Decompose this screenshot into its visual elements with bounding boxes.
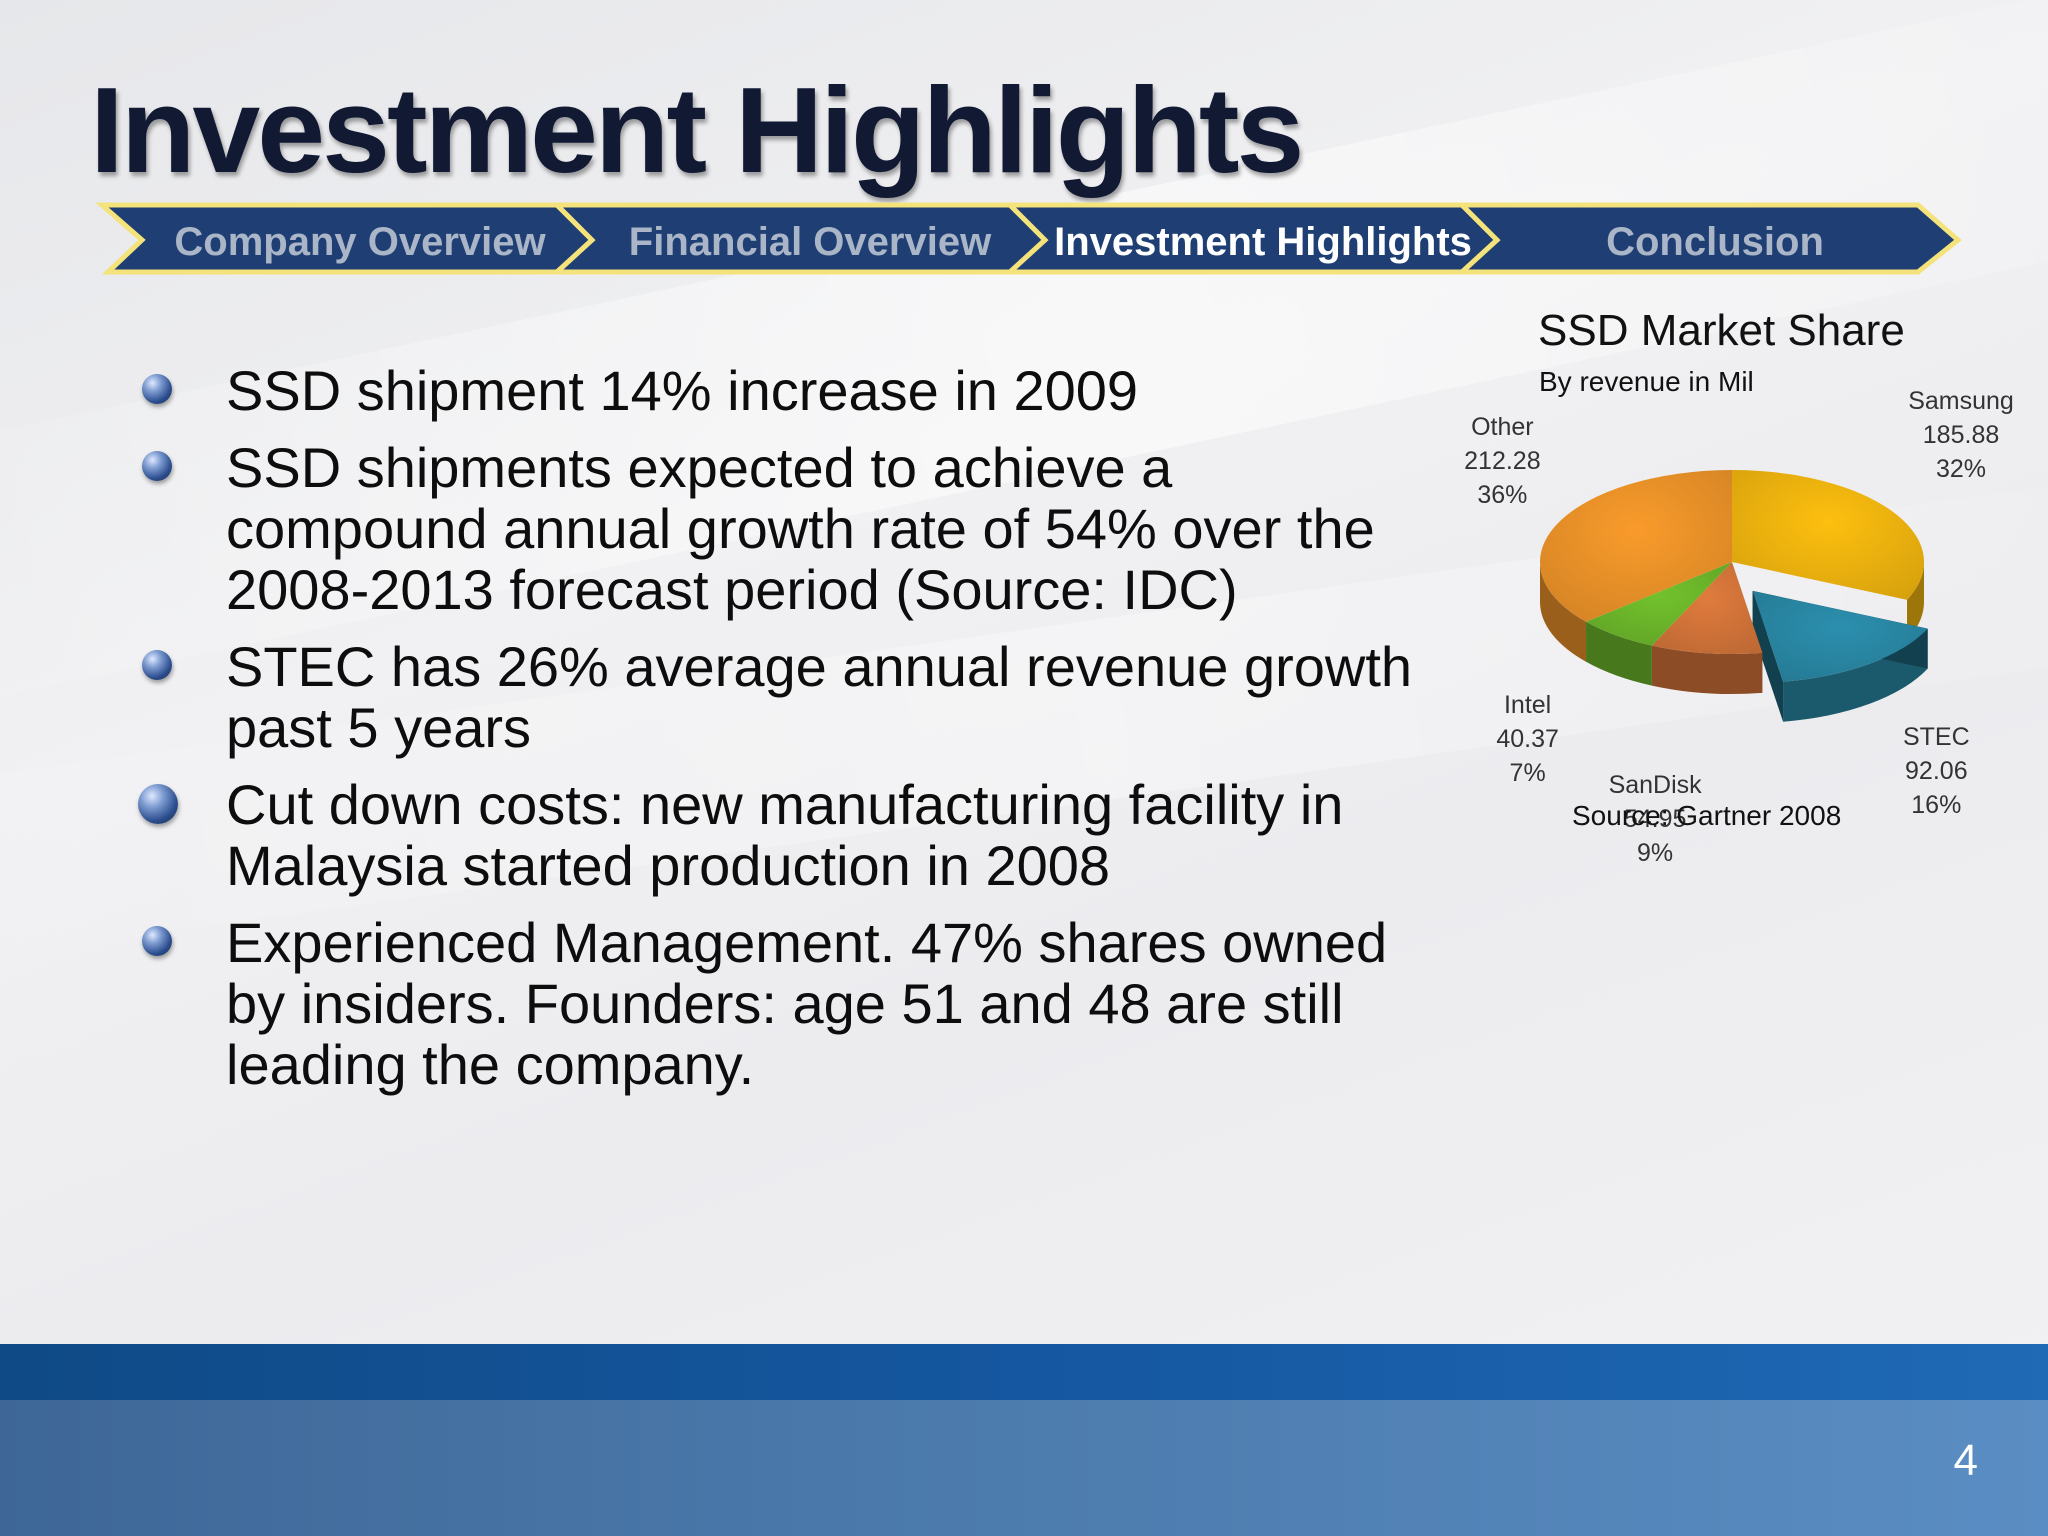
pie-label-name: SanDisk bbox=[1608, 771, 1702, 800]
footer-stripe bbox=[0, 1344, 2048, 1400]
bullet-orb-icon bbox=[142, 451, 172, 481]
nav-chevron-bar bbox=[95, 202, 1962, 275]
bullet-orb-icon bbox=[142, 374, 172, 404]
pie-label-percent: 7% bbox=[1509, 758, 1546, 787]
pie-slice-samsung bbox=[1732, 470, 1924, 600]
bullet-item: SSD shipment 14% increase in 2009 bbox=[140, 360, 1440, 421]
pie-label-other: Other 212.28 36% bbox=[1432, 410, 1572, 512]
bullet-text: Cut down costs: new manufacturing facili… bbox=[226, 773, 1344, 897]
tab-financial-overview[interactable]: Financial Overview bbox=[628, 220, 992, 264]
pie-side-samsung bbox=[1907, 562, 1924, 640]
chart-title: SSD Market Share bbox=[1538, 306, 1905, 355]
pie-label-name: Intel bbox=[1503, 690, 1552, 719]
pie-label-value: 54.95 bbox=[1623, 805, 1687, 834]
pie-label-name: Other bbox=[1471, 412, 1534, 441]
bullet-list: SSD shipment 14% increase in 2009 SSD sh… bbox=[138, 360, 1440, 1111]
pie-label-sandisk: SanDisk 54.95 9% bbox=[1585, 768, 1725, 870]
pie-label-name: Samsung bbox=[1908, 386, 2014, 415]
pie-side-other bbox=[1540, 562, 1587, 662]
tab-investment-highlights[interactable]: Investment Highlights bbox=[1054, 220, 1472, 264]
bullet-orb-icon bbox=[138, 784, 178, 824]
market-share-chart: SSD Market Share By revenue in Mil Samsu… bbox=[1420, 300, 2031, 867]
pie-label-percent: 36% bbox=[1477, 480, 1528, 509]
pie-wall-stec-1 bbox=[1752, 590, 1784, 722]
pie-slice-other bbox=[1540, 470, 1732, 622]
slide-title: Investment Highlights bbox=[90, 62, 1304, 198]
pie-label-percent: 16% bbox=[1911, 790, 1962, 819]
pie-label-value: 185.88 bbox=[1922, 420, 2000, 449]
pie-label-samsung: Samsung 185.88 32% bbox=[1891, 384, 2031, 486]
tab-company-overview[interactable]: Company Overview bbox=[174, 220, 546, 264]
pie-label-value: 212.28 bbox=[1464, 446, 1541, 475]
pie-slice-stec bbox=[1752, 590, 1928, 682]
tab-conclusion[interactable]: Conclusion bbox=[1606, 220, 1824, 264]
pie-label-value: 92.06 bbox=[1905, 756, 1968, 785]
chart-subtitle: By revenue in Mil bbox=[1539, 366, 1754, 397]
page-number: 4 bbox=[1953, 1436, 1978, 1485]
bullet-text: Experienced Management. 47% shares owned… bbox=[226, 911, 1388, 1096]
pie-side-stec bbox=[1783, 628, 1928, 722]
nav-chevron-4 bbox=[1455, 202, 1962, 275]
bullet-text: STEC has 26% average annual revenue grow… bbox=[226, 635, 1413, 759]
pie-chart bbox=[1540, 470, 1928, 722]
bullet-orb-icon bbox=[142, 650, 172, 680]
pie-side-sandisk bbox=[1651, 645, 1763, 694]
bullet-text: SSD shipments expected to achieve a comp… bbox=[226, 436, 1375, 621]
bullet-item: STEC has 26% average annual revenue grow… bbox=[140, 636, 1440, 758]
bullet-item: Cut down costs: new manufacturing facili… bbox=[138, 773, 1440, 897]
pie-label-intel: Intel 40.37 7% bbox=[1458, 688, 1598, 790]
pie-label-percent: 32% bbox=[1935, 454, 1987, 483]
bullet-orb-icon bbox=[142, 926, 172, 956]
chart-source: Source: Gartner 2008 bbox=[1572, 800, 1842, 831]
bullet-text: SSD shipment 14% increase in 2009 bbox=[226, 359, 1139, 422]
bullet-item: SSD shipments expected to achieve a comp… bbox=[140, 437, 1440, 620]
pie-label-percent: 9% bbox=[1637, 839, 1674, 868]
pie-slice-intel bbox=[1586, 562, 1732, 646]
pie-side-intel bbox=[1586, 621, 1652, 686]
pie-slice-sandisk bbox=[1651, 562, 1763, 654]
section-nav: Company Overview Financial Overview Inve… bbox=[0, 0, 2048, 300]
pie-label-value: 40.37 bbox=[1496, 724, 1559, 753]
pie-label-name: STEC bbox=[1902, 722, 1970, 751]
bullet-item: Experienced Management. 47% shares owned… bbox=[140, 912, 1440, 1095]
pie-label-stec: STEC 92.06 16% bbox=[1866, 720, 2006, 822]
